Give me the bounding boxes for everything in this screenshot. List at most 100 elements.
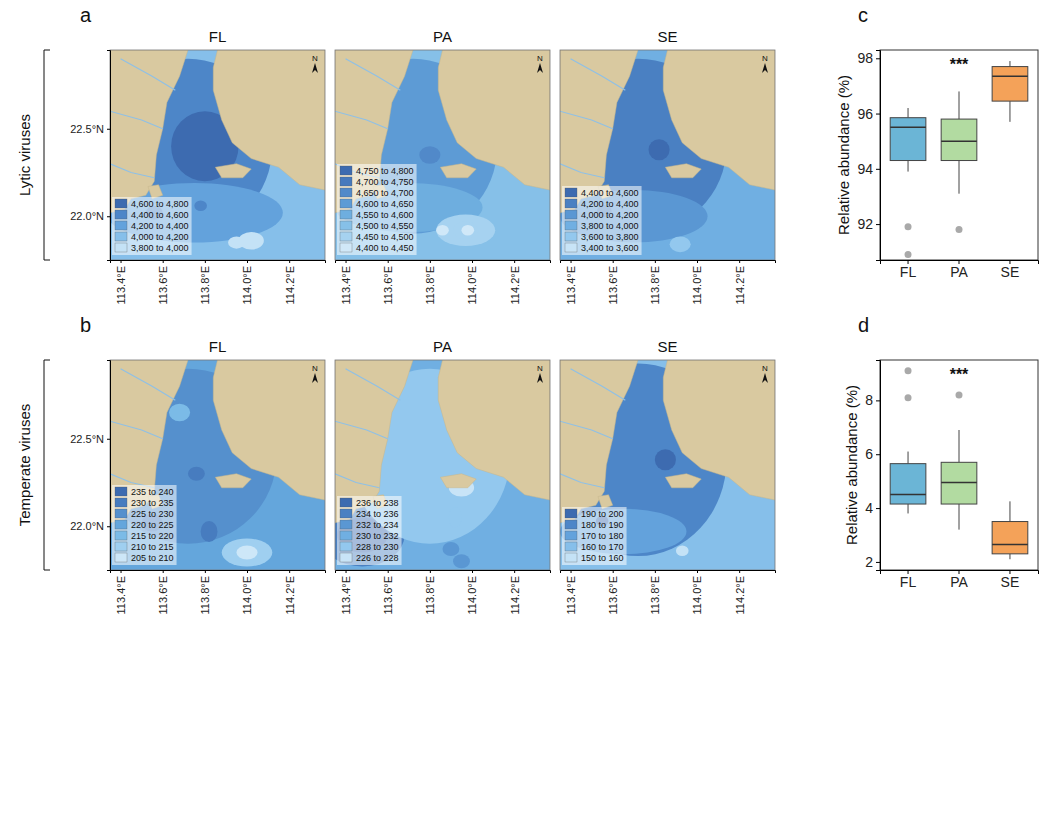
legend-label: 4,500 to 4,550 (356, 221, 414, 231)
river (110, 421, 163, 439)
legend-background (562, 507, 627, 565)
legend-swatch (340, 199, 352, 208)
tick-mark (876, 114, 880, 115)
legend: 4,600 to 4,8004,400 to 4,6004,200 to 4,4… (112, 197, 192, 255)
legend-label: 228 to 230 (356, 542, 399, 552)
whisker (908, 452, 909, 464)
legend-swatch (340, 243, 352, 252)
river (335, 421, 388, 439)
axis-line (561, 571, 776, 574)
axis-line (111, 571, 326, 574)
legend-background (337, 496, 402, 565)
contour-region (436, 215, 495, 247)
tick-label: 114.2°E (284, 576, 296, 614)
contour-region (236, 546, 257, 560)
legend-swatch (115, 553, 127, 562)
legend-label: 4,750 to 4,800 (356, 166, 414, 176)
river (346, 369, 401, 401)
map-panel: N236 to 238234 to 236232 to 234230 to 23… (320, 338, 550, 614)
panel-title: SE (657, 338, 677, 355)
panel-title: PA (433, 28, 452, 45)
contour-region (461, 225, 474, 236)
north-arrow (762, 373, 768, 383)
tick: 113.4°E (565, 570, 577, 614)
legend-label: 230 to 235 (131, 498, 174, 508)
tick-mark (472, 570, 473, 573)
tick-mark (107, 129, 110, 130)
tick: 113.8°E (199, 570, 211, 614)
tick-mark (613, 260, 614, 263)
land (215, 474, 251, 488)
tick-label: 94 (857, 161, 873, 177)
legend-label: 4,200 to 4,400 (131, 221, 189, 231)
tick-label: 22.0°N (70, 520, 104, 532)
tick-mark (613, 570, 614, 573)
land (598, 495, 613, 509)
legend-label: 234 to 236 (356, 509, 399, 519)
north-arrow (537, 63, 543, 73)
axis-line (111, 261, 326, 264)
box (992, 67, 1028, 102)
tick-mark (655, 260, 656, 263)
legend-label: 235 to 240 (131, 487, 174, 497)
tick-label: 113.6°E (607, 266, 619, 304)
tick: 114.0°E (241, 260, 253, 304)
tick-label: 113.8°E (199, 576, 211, 614)
legend-swatch (340, 520, 352, 529)
tick: 114.0°E (241, 570, 253, 614)
legend-label: 230 to 232 (356, 531, 399, 541)
legend-swatch (340, 188, 352, 197)
tick-mark (571, 260, 572, 263)
legend-background (337, 164, 417, 255)
significance: *** (950, 56, 969, 73)
legend-swatch (565, 542, 577, 551)
legend-label: 3,400 to 3,600 (581, 243, 639, 253)
tick: 113.8°E (424, 260, 436, 304)
contour-region (443, 542, 460, 556)
plot-frame (880, 360, 1038, 570)
map-panel: N4,750 to 4,8004,700 to 4,7504,650 to 4,… (329, 28, 551, 304)
map-frame (110, 360, 325, 570)
legend-label: 205 to 210 (131, 553, 174, 563)
axis: 22.0°N 22.5°N (70, 51, 110, 261)
plot-area (110, 360, 325, 570)
tick-mark (163, 260, 164, 263)
legend-label: 4,200 to 4,400 (581, 199, 639, 209)
tick-mark (247, 260, 248, 263)
tick: 114.2°E (509, 570, 521, 614)
tick: 113.8°E (649, 570, 661, 614)
tick: 113.6°E (382, 260, 394, 304)
legend: 236 to 238234 to 236232 to 234230 to 232… (337, 496, 402, 565)
tick-mark (514, 570, 515, 573)
tick-label: 113.8°E (649, 576, 661, 614)
land (213, 50, 325, 190)
axis: FLPASE (881, 260, 1039, 280)
north-arrow (762, 63, 768, 73)
median (941, 482, 977, 484)
land (663, 360, 775, 500)
legend: 235 to 240230 to 235225 to 230220 to 225… (112, 485, 177, 565)
land (438, 50, 550, 190)
river (110, 164, 154, 178)
legend-swatch (115, 487, 127, 496)
panel-title: PA (433, 338, 452, 355)
figure: N 4,600 to 4,8004,400 to 4,6004,200 to 4,… (0, 0, 1051, 823)
median (890, 494, 926, 496)
axis-line (876, 51, 881, 261)
north-label: N (312, 364, 318, 373)
legend-label: 215 to 220 (131, 531, 174, 541)
tick: 22.0°N (70, 210, 110, 222)
tick-label: 22.5°N (70, 123, 104, 135)
north-arrow (312, 373, 318, 383)
median (941, 140, 977, 142)
map-panel: N4,400 to 4,6004,200 to 4,4004,000 to 4,… (549, 28, 775, 304)
tick-mark (121, 570, 122, 573)
whisker (1009, 554, 1010, 559)
box (941, 119, 977, 160)
tick-label: FL (900, 264, 917, 280)
row-bracket (44, 50, 50, 260)
whisker (908, 108, 909, 118)
tick-label: 114.2°E (734, 576, 746, 614)
contour-region (676, 546, 689, 557)
tick: 113.6°E (157, 570, 169, 614)
